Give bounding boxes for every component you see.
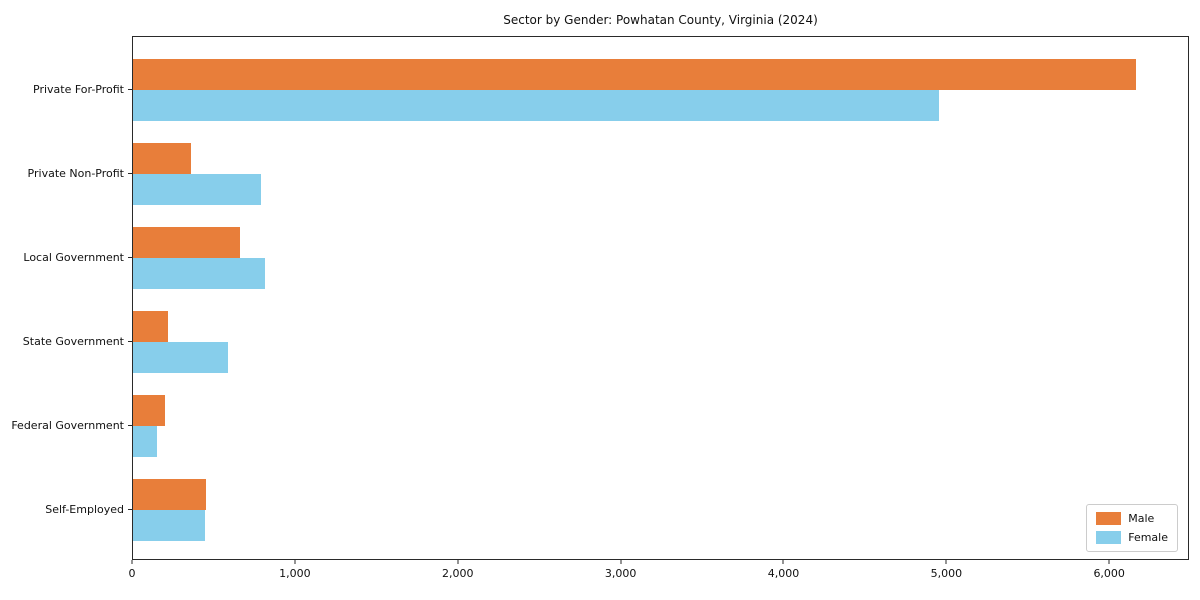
- x-tick-label-0: 0: [128, 567, 136, 580]
- x-tick-label-5000: 5,000: [930, 567, 963, 580]
- bar-male-federal-government: [133, 395, 165, 426]
- bar-group-state-government: [133, 300, 1188, 384]
- x-tick-label-4000: 4,000: [767, 567, 800, 580]
- legend-swatch-male: [1096, 512, 1122, 525]
- bar-group-federal-government: [133, 384, 1188, 468]
- plot-area: Male Female: [132, 36, 1189, 560]
- x-tick-label-2000: 2,000: [441, 567, 474, 580]
- x-tick-mark-1000: [294, 560, 296, 564]
- y-tick-mark: [128, 340, 132, 342]
- y-tick-private-non-profit: Private Non-Profit: [0, 131, 132, 215]
- bar-group-self-employed: [133, 468, 1188, 552]
- legend-item-female: Female: [1096, 531, 1168, 544]
- bar-group-private-non-profit: [133, 132, 1188, 216]
- y-tick-mark: [128, 508, 132, 510]
- y-tick-mark: [128, 88, 132, 90]
- bar-group-local-government: [133, 216, 1188, 300]
- x-tick-mark-3000: [620, 560, 622, 564]
- y-axis-labels: Private For-Profit Private Non-Profit Loca…: [0, 47, 132, 551]
- x-tick-mark-4000: [782, 560, 784, 564]
- x-tick-mark-5000: [945, 560, 947, 564]
- bar-group-private-for-profit: [133, 48, 1188, 132]
- x-tick-mark-6000: [1108, 560, 1110, 564]
- y-tick-mark: [128, 424, 132, 426]
- y-tick-label: State Government: [22, 334, 124, 348]
- x-tick-label-3000: 3,000: [604, 567, 637, 580]
- bar-female-private-for-profit: [133, 90, 940, 121]
- legend-label-male: Male: [1128, 512, 1155, 525]
- x-tick-label-1000: 1,000: [279, 567, 311, 580]
- y-tick-mark: [128, 256, 132, 258]
- y-tick-label: Self-Employed: [45, 502, 124, 516]
- bar-male-state-government: [133, 311, 168, 342]
- chart-title: Sector by Gender: Powhatan County, Virgi…: [503, 13, 818, 27]
- bar-female-private-non-profit: [133, 174, 262, 205]
- bar-female-self-employed: [133, 510, 206, 541]
- bar-groups: [133, 48, 1188, 552]
- x-axis: 0 1,000 2,000 3,000 4,000 5,000 6,000: [128, 560, 1189, 590]
- y-tick-local-government: Local Government: [0, 215, 132, 299]
- y-axis: Private For-Profit Private Non-Profit Loca…: [0, 36, 132, 560]
- bar-female-state-government: [133, 342, 229, 373]
- x-tick-mark-0: [131, 560, 133, 564]
- bar-female-federal-government: [133, 426, 158, 457]
- legend-label-female: Female: [1128, 531, 1168, 544]
- y-tick-federal-government: Federal Government: [0, 383, 132, 467]
- bar-male-self-employed: [133, 479, 207, 510]
- bar-female-local-government: [133, 258, 266, 289]
- x-tick-mark-2000: [457, 560, 459, 564]
- bar-male-private-for-profit: [133, 59, 1136, 90]
- legend: Male Female: [1086, 504, 1178, 552]
- y-tick-label: Federal Government: [11, 418, 124, 432]
- legend-swatch-female: [1096, 531, 1122, 544]
- y-tick-label: Private For-Profit: [33, 82, 124, 96]
- x-tick-label-6000: 6,000: [1093, 567, 1125, 580]
- y-tick-label: Local Government: [23, 250, 124, 264]
- legend-item-male: Male: [1096, 512, 1168, 525]
- y-tick-self-employed: Self-Employed: [0, 467, 132, 551]
- y-tick-mark: [128, 172, 132, 174]
- bar-male-private-non-profit: [133, 143, 191, 174]
- y-tick-label: Private Non-Profit: [27, 166, 124, 180]
- bar-male-local-government: [133, 227, 241, 258]
- y-tick-private-for-profit: Private For-Profit: [0, 47, 132, 131]
- y-tick-state-government: State Government: [0, 299, 132, 383]
